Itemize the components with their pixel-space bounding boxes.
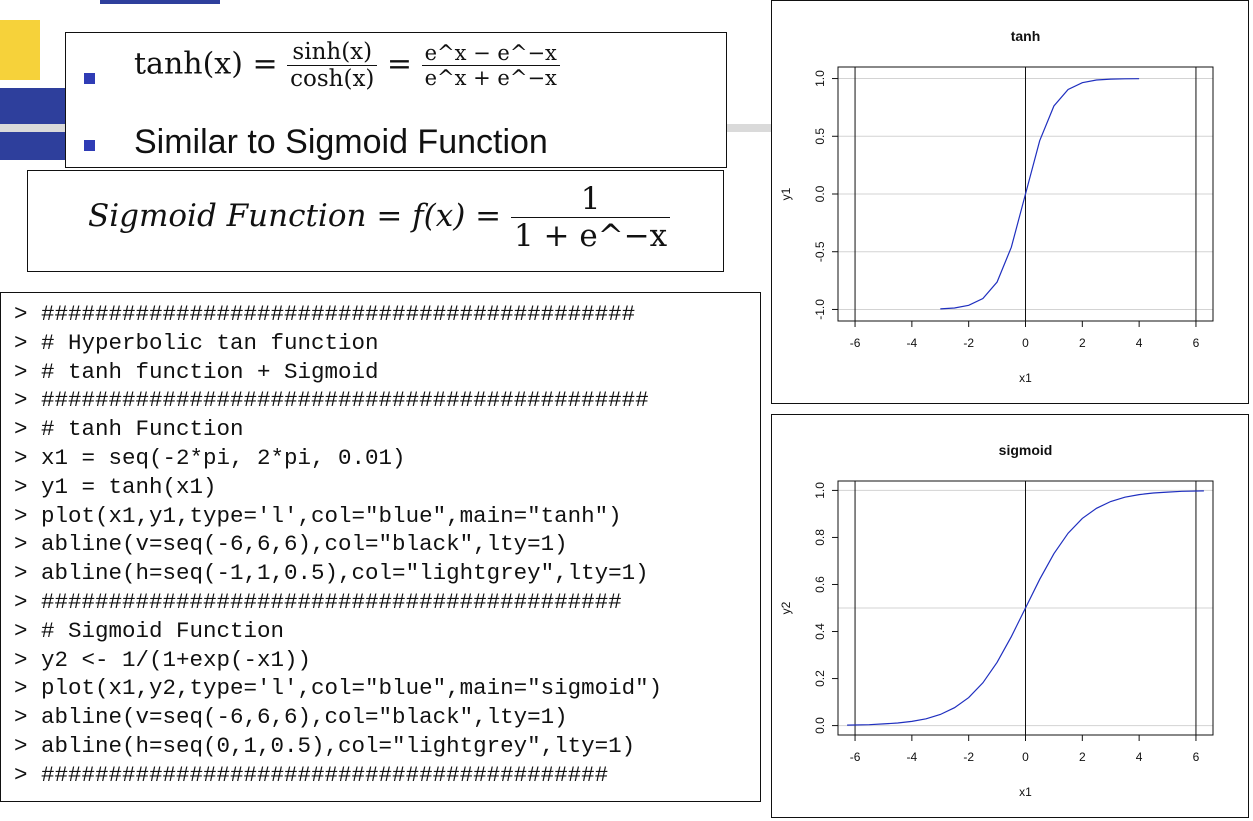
tanh-denominator: cosh(x)	[290, 66, 375, 92]
slide-decoration-yellow	[0, 20, 40, 80]
code-line: > plot(x1,y2,type='l',col="blue",main="s…	[14, 675, 663, 702]
x-tick-label: 2	[1079, 750, 1086, 764]
x-tick-label: -2	[963, 750, 974, 764]
y-tick-label: 1.0	[813, 482, 827, 499]
bullet-marker-1	[84, 73, 95, 84]
code-line: > abline(h=seq(-1,1,0.5),col="lightgrey"…	[14, 560, 649, 587]
y-tick-label: 0.0	[813, 185, 827, 202]
code-box	[0, 292, 761, 802]
y-tick-label: 1.0	[813, 70, 827, 87]
bullet-box: tanh(x) = sinh(x) cosh(x) = e^x − e^−x e^x…	[65, 32, 727, 168]
sigmoid-chart: sigmoid -6 -4 -2 0 2 4 6 0.0 0.2 0.4 0.6 0.8 1.0 x1 y2	[779, 442, 1214, 799]
chart-title: tanh	[1011, 28, 1041, 44]
slide-title-fragment	[100, 0, 220, 4]
tanh-numerator: sinh(x)	[287, 39, 378, 66]
code-line: > plot(x1,y1,type='l',col="blue",main="t…	[14, 502, 622, 529]
y-tick-label: 0.8	[813, 529, 827, 546]
x-tick-label: -2	[963, 336, 974, 350]
x-tick-label: 4	[1136, 336, 1143, 350]
code-line: > # Sigmoid Function	[14, 617, 285, 644]
tanh-eq: =	[377, 46, 422, 82]
y-tick-label: 0.6	[813, 576, 827, 593]
x-tick-label: -4	[907, 750, 918, 764]
sigmoid-chart-panel: sigmoid -6 -4 -2 0 2 4 6 0.0 0.2 0.4 0.6 0.8 1.0 x1 y2	[771, 414, 1249, 818]
tanh-chart-panel: tanh -6 -4 -2 0 2 4 6 -1.0 -0.5 0.0 0.5 1.0 x1 y1	[771, 0, 1249, 404]
code-line: > x1 = seq(-2*pi, 2*pi, 0.01)	[14, 444, 406, 471]
x-tick-label: -4	[907, 336, 918, 350]
y-tick-label: 0.4	[813, 623, 827, 640]
code-line: > abline(v=seq(-6,6,6),col="black",lty=1…	[14, 531, 568, 558]
sigmoid-numerator: 1	[510, 181, 671, 218]
code-line: > # tanh function + Sigmoid	[14, 358, 379, 385]
x-tick-label: 4	[1136, 750, 1143, 764]
tanh-fraction-1: sinh(x) cosh(x)	[287, 39, 378, 92]
y-tick-label: 0.0	[813, 717, 827, 734]
x-tick-label: 0	[1022, 750, 1029, 764]
code-line: > # tanh Function	[14, 416, 244, 443]
x-tick-label: -6	[850, 336, 861, 350]
x-tick-label: 0	[1022, 336, 1029, 350]
y-tick-label: 0.5	[813, 128, 827, 145]
x-axis-label: x1	[1019, 371, 1032, 385]
similar-text: Similar to Sigmoid Function	[134, 123, 548, 161]
code-line: > y2 <- 1/(1+exp(-x1))	[14, 646, 312, 673]
r-code-listing: > ######################################…	[14, 300, 662, 790]
code-line: > abline(v=seq(-6,6,6),col="black",lty=1…	[14, 704, 568, 731]
code-line: > ######################################…	[14, 761, 609, 788]
y-tick-label: -0.5	[813, 241, 827, 262]
code-line: > # Hyperbolic tan function	[14, 329, 379, 356]
y-axis-label: y1	[779, 187, 793, 200]
x-tick-label: -6	[850, 750, 861, 764]
bullet-marker-2	[84, 140, 95, 151]
series-line	[847, 490, 1204, 726]
x-tick-label: 6	[1193, 750, 1200, 764]
y-tick-label: -1.0	[813, 299, 827, 320]
code-line: > ######################################…	[14, 387, 649, 414]
code-line: > ######################################…	[14, 588, 622, 615]
x-tick-label: 6	[1193, 336, 1200, 350]
code-line: > ######################################…	[14, 301, 636, 327]
y-axis-label: y2	[779, 601, 793, 614]
code-line: > abline(h=seq(0,1,0.5),col="lightgrey",…	[14, 732, 636, 759]
x-axis-label: x1	[1019, 785, 1032, 799]
code-line: > y1 = tanh(x1)	[14, 473, 217, 500]
tanh-formula: tanh(x) = sinh(x) cosh(x) = e^x − e^−x e^x…	[134, 39, 560, 92]
x-tick-label: 2	[1079, 336, 1086, 350]
tanh-lhs: tanh(x) =	[134, 46, 288, 82]
tanh-exp-numerator: e^x − e^−x	[421, 41, 560, 66]
sigmoid-denominator: 1 + e^−x	[513, 218, 668, 254]
tanh-fraction-2: e^x − e^−x e^x + e^−x	[421, 41, 560, 90]
tanh-exp-denominator: e^x + e^−x	[424, 66, 557, 90]
chart-title: sigmoid	[999, 442, 1053, 458]
series-line	[940, 78, 1140, 310]
y-tick-label: 0.2	[813, 670, 827, 687]
sigmoid-lhs: Sigmoid Function = f(x) =	[88, 198, 511, 234]
tanh-chart: tanh -6 -4 -2 0 2 4 6 -1.0 -0.5 0.0 0.5 1.0 x1 y1	[779, 28, 1214, 385]
